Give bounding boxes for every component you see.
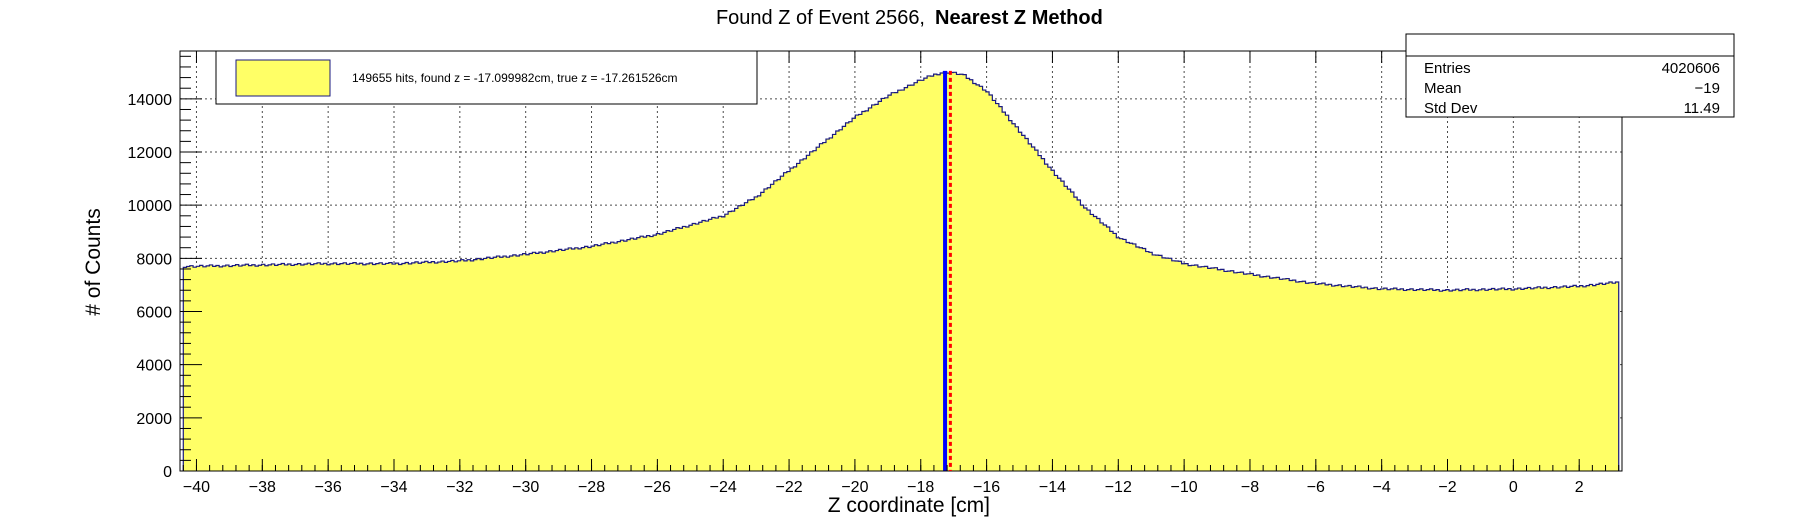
x-tick-label: −8 — [1241, 479, 1259, 496]
x-tick-label: −16 — [973, 479, 1000, 496]
histogram-fill — [183, 71, 1619, 471]
x-axis-minor-ticks — [182, 465, 1620, 471]
x-tick-label: −20 — [841, 479, 868, 496]
x-tick-label: −38 — [249, 479, 276, 496]
stats-stddev-label: Std Dev — [1424, 100, 1478, 117]
x-tick-label: −2 — [1438, 479, 1456, 496]
plot-frame — [179, 50, 1623, 472]
x-tick-label: −18 — [907, 479, 934, 496]
y-tick-label: 8000 — [136, 251, 172, 268]
x-tick-label: −30 — [512, 479, 539, 496]
legend-swatch — [235, 59, 331, 97]
x-tick-label: −12 — [1105, 479, 1132, 496]
y-tick-label: 2000 — [136, 411, 172, 428]
stats-frame — [1405, 33, 1735, 118]
stats-box: Entries 4020606 Mean −19 Std Dev 11.49 — [1405, 33, 1735, 118]
chart-title: Found Z of Event 2566, — [716, 7, 925, 29]
stats-mean-value: −19 — [1695, 80, 1720, 97]
y-tick-label: 14000 — [128, 92, 173, 109]
y-axis-minor-ticks — [180, 55, 191, 461]
x-tick-label: −4 — [1373, 479, 1391, 496]
legend: 149655 hits, found z = -17.099982cm, tru… — [215, 50, 758, 105]
x-tick-label: −40 — [183, 479, 210, 496]
x-tick-label: −22 — [775, 479, 802, 496]
stats-entries-value: 4020606 — [1662, 60, 1720, 77]
y-tick-label: 4000 — [136, 358, 172, 375]
y-tick-label: 6000 — [136, 305, 172, 322]
x-tick-label: −26 — [644, 479, 671, 496]
chart-title-method: Nearest Z Method — [935, 7, 1103, 29]
stats-stddev-value: 11.49 — [1684, 100, 1720, 117]
x-tick-label: −28 — [578, 479, 605, 496]
x-axis-ticks: −40 −38 −36 −34 −32 −30 −28 −26 −24 −22 −20 −18 −16−… — [183, 51, 1584, 496]
y-tick-label: 10000 — [128, 198, 173, 215]
y-axis-ticks: 0 2000 4000 6000 8000 10000 12000 14000 — [128, 92, 202, 481]
histogram-outline — [182, 71, 1620, 471]
stats-entries-label: Entries — [1424, 60, 1471, 77]
x-tick-label: −6 — [1307, 479, 1325, 496]
y-axis-title: # of Counts — [82, 208, 105, 315]
x-tick-label: −10 — [1171, 479, 1198, 496]
x-tick-label: 0 — [1509, 479, 1518, 496]
x-tick-label: −24 — [710, 479, 737, 496]
y-tick-label: 12000 — [128, 145, 173, 162]
stats-mean-label: Mean — [1424, 80, 1462, 97]
x-tick-label: −36 — [315, 479, 342, 496]
y-tick-label: 0 — [163, 464, 172, 481]
x-tick-label: −32 — [446, 479, 473, 496]
x-tick-label: −14 — [1039, 479, 1066, 496]
x-tick-label: 2 — [1575, 479, 1584, 496]
legend-entry: 149655 hits, found z = -17.099982cm, tru… — [352, 71, 678, 85]
x-axis-title: Z coordinate [cm] — [828, 494, 990, 517]
x-tick-label: −34 — [380, 479, 407, 496]
